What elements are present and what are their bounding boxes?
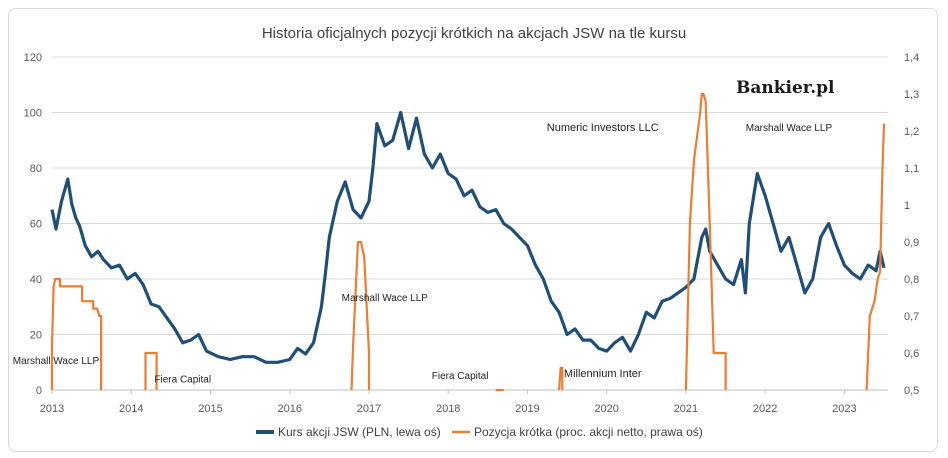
- series-line-short-position: [558, 366, 564, 391]
- annotation-label: Marshall Wace LLP: [342, 293, 429, 304]
- series-layer: [50, 92, 886, 392]
- legend-label-price: Kurs akcji JSW (PLN, lewa oś): [278, 425, 441, 439]
- y-left-tick-label: 20: [30, 330, 42, 342]
- series-line-short-position: [684, 92, 727, 391]
- annotation-label: Marshall Wace LLP: [746, 123, 833, 134]
- bankier-logo: Bankier.pl: [736, 78, 835, 98]
- x-tick-label: 2013: [40, 403, 64, 415]
- grid-lines: [52, 56, 888, 391]
- x-tick-label: 2016: [277, 403, 301, 415]
- y-right-tick-label: 0,6: [904, 348, 919, 360]
- legend: Kurs akcji JSW (PLN, lewa oś) Pozycja kr…: [256, 425, 703, 439]
- series-line-short-position: [50, 277, 103, 390]
- y-left-tick-label: 0: [36, 385, 42, 397]
- series-line-price: [50, 110, 886, 364]
- y-left-tick-label: 60: [30, 219, 42, 231]
- annotations: Marshall Wace LLP Fiera Capital Marshall W…: [13, 122, 833, 386]
- axes: 0 20 40 60 80 100 120 0,5 0,6 0,7 0,8 0,9 1 1,1 1,2 1,3…: [24, 52, 920, 415]
- series-line-short-position: [144, 351, 158, 390]
- y-left-tick-label: 40: [30, 274, 42, 286]
- y-right-tick-label: 0,9: [904, 237, 919, 249]
- x-tick-label: 2019: [515, 403, 539, 415]
- x-tick-label: 2021: [674, 403, 698, 415]
- y-right-tick-label: 1,1: [904, 163, 919, 175]
- annotation-label: Millennium Inter: [564, 368, 642, 380]
- y-right-tick-label: 0,5: [904, 385, 919, 397]
- x-tick-label: 2023: [832, 403, 856, 415]
- y-right-tick-label: 0,7: [904, 311, 919, 323]
- chart-frame: [8, 8, 938, 452]
- y-right-tick-label: 1,4: [904, 52, 919, 64]
- series-line-short-position: [865, 123, 886, 391]
- x-tick-label: 2015: [198, 403, 222, 415]
- annotation-label: Numeric Investors LLC: [547, 122, 659, 134]
- x-tick-label: 2020: [594, 403, 618, 415]
- y-left-tick-label: 120: [24, 52, 42, 64]
- y-right-tick-label: 1,2: [904, 126, 919, 138]
- y-right-tick-label: 1: [904, 200, 910, 212]
- y-left-tick-label: 100: [24, 108, 42, 120]
- y-right-tick-label: 1,3: [904, 89, 919, 101]
- chart-title: Historia oficjalnych pozycji krótkich na…: [262, 25, 686, 42]
- annotation-label: Marshall Wace LLP: [13, 356, 100, 367]
- y-left-tick-label: 80: [30, 163, 42, 175]
- y-right-tick-label: 0,8: [904, 274, 919, 286]
- legend-label-short: Pozycja krótka (proc. akcji netto, prawa…: [474, 425, 703, 439]
- x-tick-label: 2022: [753, 403, 777, 415]
- x-tick-label: 2017: [357, 403, 381, 415]
- annotation-label: Fiera Capital: [432, 371, 489, 382]
- series-line-short-position: [350, 240, 371, 391]
- x-tick-label: 2018: [436, 403, 460, 415]
- x-tick-label: 2014: [119, 403, 143, 415]
- annotation-label: Fiera Capital: [154, 375, 211, 386]
